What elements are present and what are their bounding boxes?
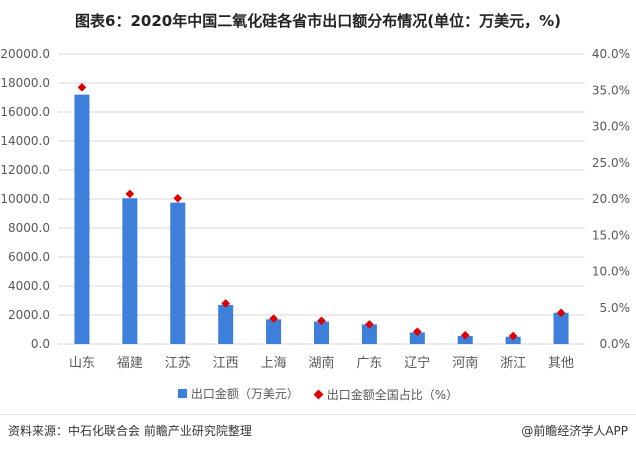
left-tick-label: 12000.0: [0, 163, 50, 177]
category-label: 湖南: [308, 355, 334, 371]
right-tick-label: 35.0%: [592, 83, 630, 97]
left-tick-label: 0.0: [31, 337, 50, 351]
share-point: [413, 327, 422, 336]
left-tick-label: 16000.0: [0, 105, 50, 119]
left-tick-label: 2000.0: [8, 308, 50, 322]
source-note: 资料来源：中石化联合会 前瞻产业研究院整理: [8, 424, 252, 438]
legend-item-point: 出口金额全国占比（%）: [313, 386, 459, 403]
legend-item-bar: 出口金额（万美元）: [177, 385, 299, 402]
share-point: [77, 83, 87, 92]
bar: [122, 198, 138, 344]
legend-point-label: 出口金额全国占比（%）: [326, 388, 459, 402]
left-tick-label: 18000.0: [0, 76, 50, 90]
share-point: [173, 193, 183, 203]
category-label: 其他: [548, 356, 574, 371]
right-tick-label: 25.0%: [592, 156, 630, 170]
category-label: 福建: [117, 356, 143, 371]
right-tick-label: 0.0%: [600, 337, 631, 351]
share-point: [317, 316, 326, 326]
legend-bar-swatch: [177, 389, 187, 398]
left-tick-label: 8000.0: [8, 221, 50, 235]
category-label: 浙江: [500, 356, 526, 371]
share-point: [221, 299, 230, 308]
right-tick-label: 30.0%: [592, 120, 630, 134]
share-point: [556, 308, 566, 318]
right-tick-label: 40.0%: [592, 47, 630, 61]
category-label: 江苏: [165, 355, 191, 371]
category-label: 河南: [452, 355, 478, 371]
chart-title: 图表6：2020年中国二氧化硅各省市出口额分布情况(单位：万美元，%): [75, 12, 561, 30]
brand-note: @前瞻经济学人APP: [521, 424, 628, 438]
share-point: [508, 331, 518, 341]
bar: [361, 324, 377, 344]
bar: [409, 332, 425, 344]
bar: [457, 336, 473, 344]
category-label: 上海: [261, 356, 287, 371]
category-labels: 山东 福建 江苏 江西 上海 湖南 广东 辽宁 河南 浙江 其他: [69, 355, 574, 371]
bar: [314, 321, 329, 344]
left-tick-label: 14000.0: [0, 134, 50, 148]
bar: [553, 312, 569, 344]
share-point: [460, 331, 470, 340]
legend-bar-label: 出口金额（万美元）: [190, 387, 299, 401]
left-axis-ticks: 0.0 2000.0 4000.0 6000.0 8000.0 10000.0 12000.…: [0, 47, 50, 351]
share-point: [125, 189, 135, 199]
bar: [74, 94, 90, 344]
left-tick-label: 10000.0: [0, 192, 50, 206]
left-tick-label: 6000.0: [8, 250, 50, 264]
category-label: 江西: [213, 356, 239, 371]
bar: [170, 202, 186, 344]
left-tick-label: 20000.0: [0, 47, 50, 61]
legend: 出口金额（万美元） 出口金额全国占比（%）: [0, 385, 636, 403]
right-tick-label: 20.0%: [592, 192, 630, 206]
right-tick-label: 10.0%: [592, 265, 630, 279]
right-axis-ticks: 0.0% 5.0% 10.0% 15.0% 20.0% 25.0% 30.0% 35.0% 40…: [592, 47, 630, 351]
bar: [218, 304, 234, 344]
right-tick-label: 15.0%: [592, 228, 630, 242]
share-point: [269, 314, 278, 323]
left-tick-label: 4000.0: [8, 279, 50, 293]
bar: [505, 336, 521, 344]
point-series: [77, 83, 566, 341]
category-label: 广东: [356, 356, 382, 371]
right-tick-label: 5.0%: [600, 301, 631, 315]
bar: [266, 319, 282, 344]
category-label: 山东: [69, 356, 95, 371]
footer-divider: [0, 414, 636, 415]
category-label: 辽宁: [404, 355, 430, 371]
legend-point-swatch: [313, 389, 324, 400]
bar-series: [74, 94, 569, 344]
share-point: [365, 320, 374, 329]
